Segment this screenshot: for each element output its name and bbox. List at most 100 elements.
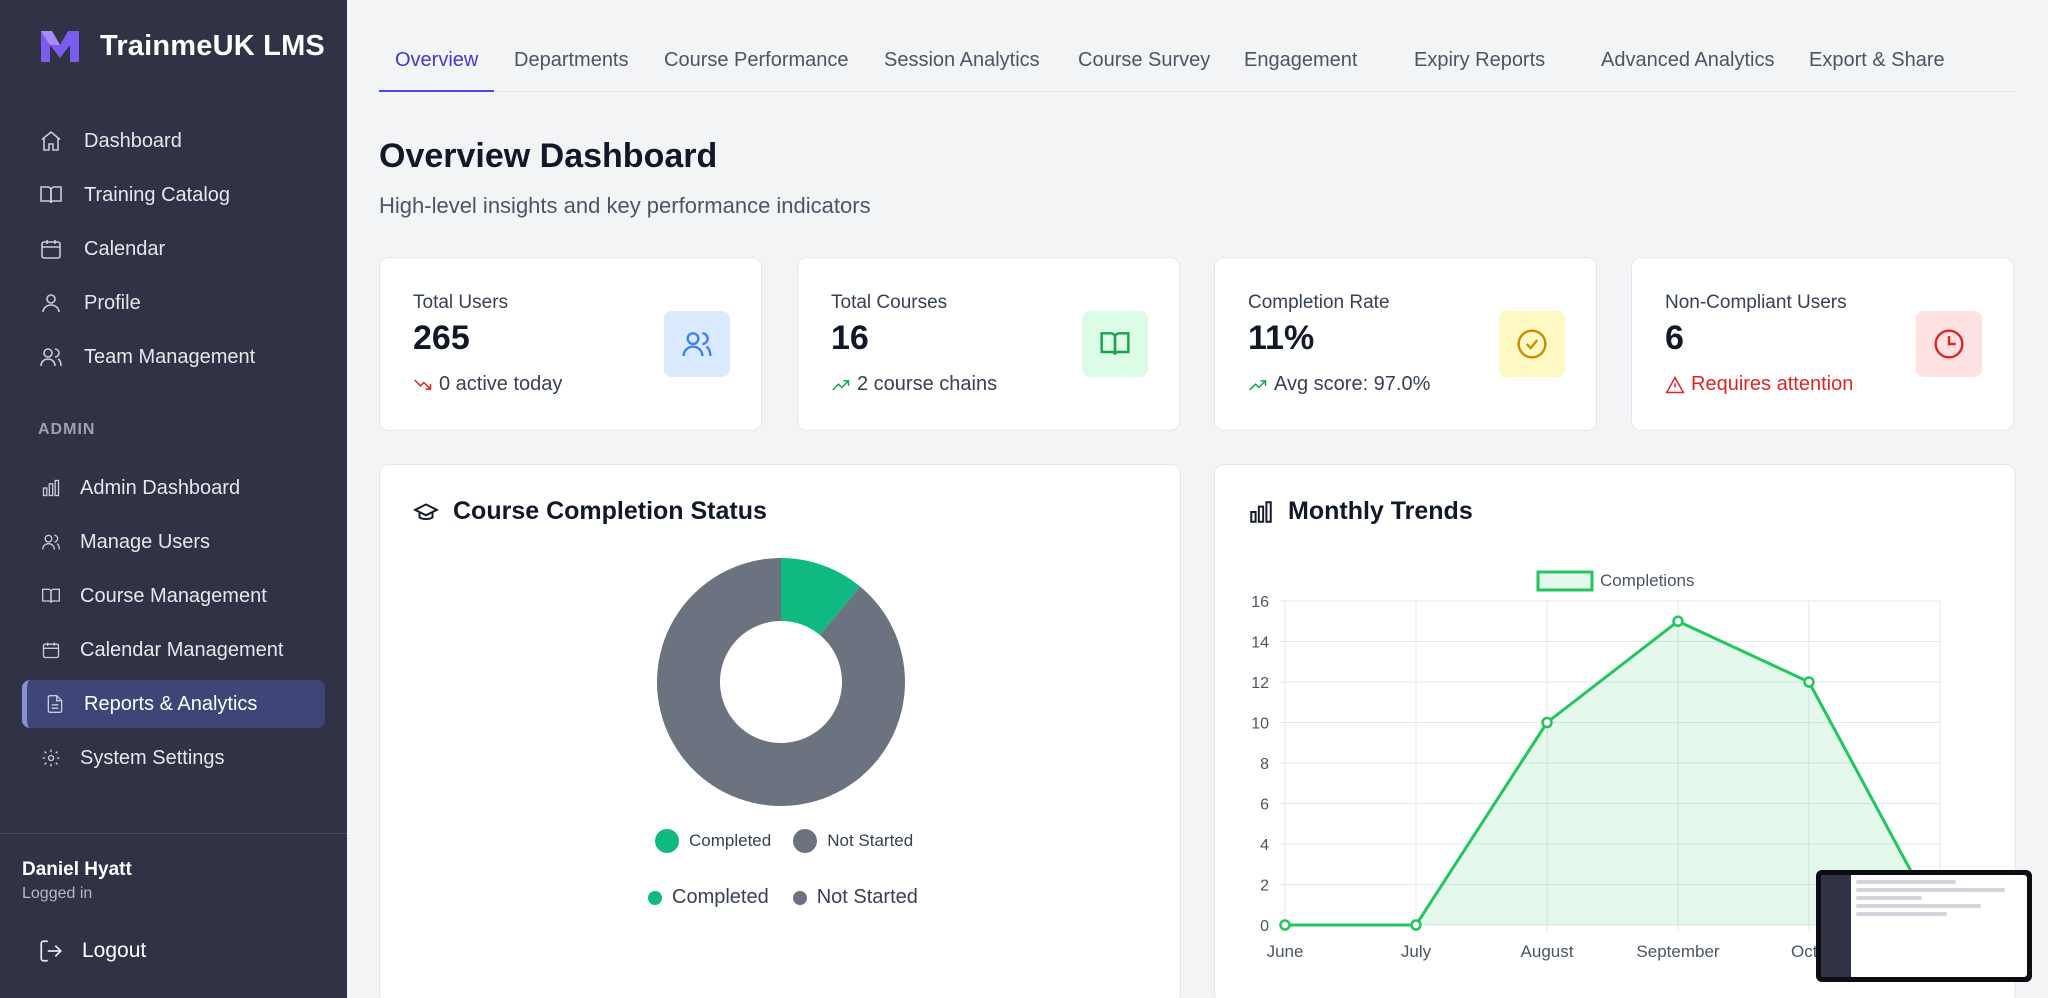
series-line-completions [1285, 619, 1942, 927]
sidebar-item-calendar-management[interactable]: Calendar Management [22, 626, 325, 674]
calendar-icon [38, 236, 64, 262]
data-point[interactable] [1410, 919, 1422, 931]
sidebar-item-label: Reports & Analytics [84, 692, 258, 715]
users-icon [682, 332, 712, 357]
admin-section-label: ADMIN [38, 421, 96, 438]
kpi-badge [1082, 311, 1148, 377]
status-dot-not-started [792, 890, 807, 905]
tab-session-analytics[interactable]: Session Analytics [884, 49, 1040, 71]
clock-icon [1934, 329, 1964, 359]
legend-label-completions[interactable]: Completions [1600, 571, 1695, 590]
data-point[interactable] [1541, 716, 1553, 729]
sidebar-item-dashboard[interactable]: Dashboard [22, 117, 325, 165]
tab-departments[interactable]: Departments [514, 49, 629, 71]
data-point[interactable] [1279, 919, 1291, 931]
user-name: Daniel Hyatt [22, 859, 132, 880]
page-subtitle: High-level insights and key performance … [379, 193, 871, 218]
kpi-subtext: 0 active today [439, 373, 563, 395]
kpi-card-total-courses: Total Courses 16 2 course chains [797, 257, 1180, 431]
check-circle-icon [1517, 329, 1547, 359]
kpi-card-completion-rate: Completion Rate 11% Avg score: 97.0% [1214, 257, 1597, 431]
sidebar-item-label: Team Management [84, 345, 256, 368]
home-icon [38, 128, 64, 154]
sidebar-item-admin-dashboard[interactable]: Admin Dashboard [22, 464, 325, 512]
course-completion-title: Course Completion Status [453, 497, 767, 525]
user-status: Logged in [22, 885, 93, 902]
kpi-subtext: Avg score: 97.0% [1274, 373, 1431, 395]
sidebar-item-team-management[interactable]: Team Management [22, 333, 325, 381]
status-label-completed: Completed [672, 886, 769, 908]
gear-icon [38, 745, 64, 771]
y-tick-label: 16 [1251, 594, 1269, 611]
trending-up-icon [1249, 379, 1267, 391]
sidebar-item-course-management[interactable]: Course Management [22, 572, 325, 620]
tab-bar: Overview Departments Course Performance Ses… [379, 36, 2015, 92]
app-name: TrainmeUK LMS [100, 29, 325, 62]
y-tick-label: 12 [1251, 675, 1269, 692]
tab-course-survey[interactable]: Course Survey [1078, 49, 1211, 71]
donut-legend: Completed Not Started [655, 829, 913, 853]
sidebar-item-calendar[interactable]: Calendar [22, 225, 325, 273]
legend-label-not-started[interactable]: Not Started [827, 831, 914, 850]
sidebar-item-manage-users[interactable]: Manage Users [22, 518, 325, 566]
monthly-trends-title: Monthly Trends [1288, 497, 1473, 525]
sidebar-item-label: Calendar [84, 237, 166, 260]
x-tick-label: June [1267, 942, 1304, 961]
kpi-value: 16 [831, 319, 869, 357]
tab-export-share[interactable]: Export & Share [1809, 49, 1945, 71]
tab-expiry-reports[interactable]: Expiry Reports [1414, 49, 1546, 71]
tab-course-performance[interactable]: Course Performance [664, 49, 849, 71]
trending-up-icon [832, 379, 850, 391]
screen-preview-thumbnail[interactable] [1816, 870, 2032, 982]
sidebar-item-label: Manage Users [80, 530, 211, 553]
sidebar-item-label: System Settings [80, 746, 225, 769]
data-point[interactable] [1803, 676, 1815, 688]
tab-advanced-analytics[interactable]: Advanced Analytics [1601, 49, 1775, 71]
kpi-value: 6 [1665, 319, 1684, 357]
donut-chart [657, 558, 905, 806]
sidebar-item-training-catalog[interactable]: Training Catalog [22, 171, 325, 219]
sidebar-item-label: Calendar Management [80, 638, 284, 661]
legend-swatch-completions [1536, 570, 1594, 592]
tab-engagement[interactable]: Engagement [1244, 49, 1358, 71]
user-icon [38, 290, 64, 316]
kpi-subtext: Requires attention [1691, 373, 1854, 395]
sidebar-item-label: Dashboard [84, 129, 182, 152]
file-text-icon [42, 691, 68, 717]
users-icon [38, 529, 64, 555]
kpi-value: 265 [413, 319, 470, 357]
status-legend: Completed Not Started [648, 886, 918, 909]
sidebar: TrainmeUK LMS Dashboard Training Catalog C… [0, 0, 347, 998]
y-tick-label: 4 [1260, 837, 1269, 854]
legend-dot-not-started [793, 829, 818, 853]
kpi-badge [1916, 311, 1982, 377]
book-icon [1100, 332, 1130, 355]
data-point[interactable] [1672, 615, 1684, 627]
book-icon [38, 182, 64, 208]
logout-button[interactable]: Logout [22, 926, 146, 976]
kpi-card-non-compliant-users: Non-Compliant Users 6 Requires attention [1631, 257, 2014, 431]
y-tick-label: 2 [1260, 878, 1269, 895]
tab-overview[interactable]: Overview [379, 36, 495, 92]
sidebar-divider [0, 833, 347, 834]
donut-slice-completed[interactable] [781, 558, 861, 635]
users-icon [38, 344, 64, 370]
bar-chart-icon [38, 475, 64, 501]
trending-down-icon [414, 378, 432, 390]
donut-slice-not-started[interactable] [657, 558, 905, 806]
status-dot-completed [648, 890, 662, 905]
page-title: Overview Dashboard [379, 137, 718, 175]
graduation-cap-icon [413, 502, 439, 520]
sidebar-item-label: Training Catalog [84, 183, 231, 206]
legend-label-completed[interactable]: Completed [689, 831, 772, 850]
x-tick-label: September [1636, 942, 1719, 961]
bar-chart-icon [1250, 500, 1272, 523]
brand[interactable]: TrainmeUK LMS [38, 28, 325, 64]
sidebar-item-profile[interactable]: Profile [22, 279, 325, 327]
sidebar-item-system-settings[interactable]: System Settings [22, 734, 325, 782]
logo-icon [41, 31, 79, 62]
kpi-subtext: 2 course chains [857, 373, 998, 395]
sidebar-item-reports-analytics[interactable]: Reports & Analytics [22, 680, 325, 728]
logout-label: Logout [82, 939, 147, 962]
